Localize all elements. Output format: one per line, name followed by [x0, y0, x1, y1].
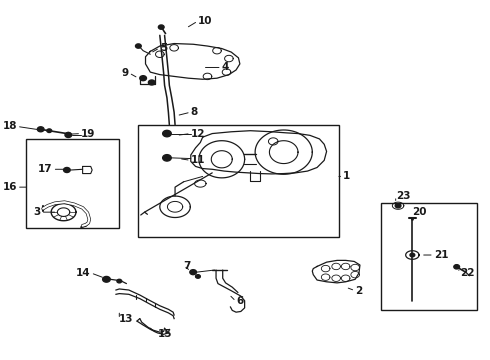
Text: 10: 10 — [198, 16, 213, 26]
Text: 9: 9 — [122, 68, 129, 78]
Bar — [26, 139, 119, 228]
Text: 19: 19 — [81, 129, 96, 139]
Text: 3: 3 — [33, 207, 41, 217]
Circle shape — [65, 132, 72, 138]
Circle shape — [67, 132, 70, 135]
Text: 21: 21 — [434, 250, 448, 260]
Circle shape — [148, 80, 155, 85]
Circle shape — [136, 44, 141, 48]
Circle shape — [196, 275, 200, 278]
Text: 4: 4 — [222, 63, 229, 72]
Circle shape — [163, 130, 171, 137]
Circle shape — [190, 270, 196, 275]
Circle shape — [102, 276, 110, 282]
Text: 7: 7 — [184, 261, 191, 271]
Text: 20: 20 — [413, 207, 427, 217]
Circle shape — [117, 279, 122, 283]
Circle shape — [410, 253, 415, 257]
Circle shape — [158, 25, 164, 29]
Text: 5: 5 — [160, 43, 167, 53]
Text: 18: 18 — [2, 121, 17, 131]
Text: 17: 17 — [38, 164, 52, 174]
Text: 16: 16 — [2, 182, 17, 192]
Circle shape — [454, 265, 460, 269]
Text: 14: 14 — [76, 268, 91, 278]
Bar — [381, 203, 477, 310]
Text: 13: 13 — [119, 314, 134, 324]
Circle shape — [395, 203, 401, 208]
Circle shape — [163, 155, 171, 161]
Circle shape — [37, 127, 44, 132]
Text: 23: 23 — [396, 191, 410, 201]
Bar — [138, 125, 339, 237]
Text: 8: 8 — [191, 107, 198, 117]
Circle shape — [47, 129, 51, 132]
Circle shape — [64, 167, 70, 172]
Text: 12: 12 — [191, 129, 205, 139]
Text: 22: 22 — [460, 268, 474, 278]
Text: 11: 11 — [191, 156, 205, 165]
Text: 15: 15 — [157, 329, 172, 339]
Text: 6: 6 — [236, 296, 244, 306]
Text: 1: 1 — [343, 171, 350, 181]
Circle shape — [140, 76, 147, 81]
Text: 2: 2 — [355, 286, 363, 296]
